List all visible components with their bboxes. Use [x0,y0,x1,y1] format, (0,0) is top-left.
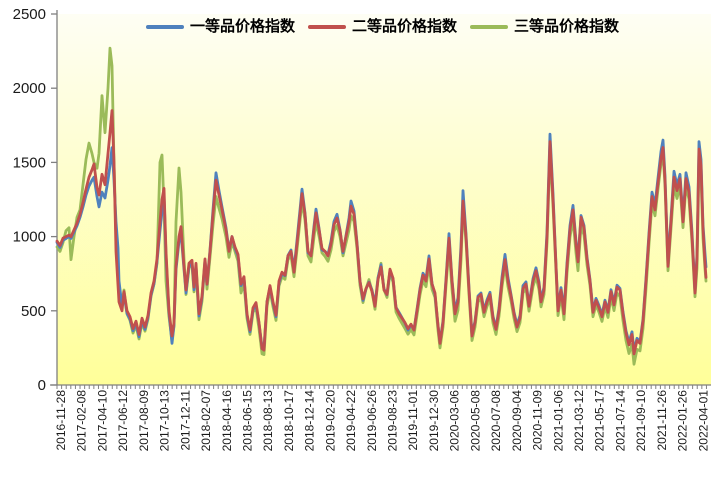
x-tick-label: 2020-05-08 [468,390,482,452]
x-tick-label: 2017-06-12 [116,390,130,452]
plot-area [57,14,711,385]
legend-label-grade2: 二等品价格指数 [352,18,458,35]
x-tick-label: 2018-08-13 [261,390,275,452]
series-line-二等品价格指数 [55,109,708,356]
grade3-line-swatch-icon [470,24,509,29]
x-tick-label: 2021-05-17 [593,390,607,452]
x-tick-label: 2019-11-01 [406,390,420,451]
x-tick-label: 2018-04-16 [220,390,234,452]
y-tick-label: 1500 [13,154,46,171]
x-tick-label: 2018-12-14 [303,390,317,452]
x-tick-label: 2022-04-01 [696,390,710,452]
x-tick-label: 2020-03-06 [448,390,462,452]
x-tick-label: 2019-02-20 [323,390,337,452]
x-tick-label: 2021-09-10 [634,390,648,452]
y-tick-label: 500 [21,303,46,320]
x-tick-label: 2017-10-13 [158,390,172,452]
x-tick-label: 2018-10-17 [282,390,296,452]
x-tick-label: 2021-03-12 [572,390,586,452]
x-tick-label: 2018-02-07 [199,390,213,452]
grade2-line-swatch-icon [308,24,347,29]
x-tick-label: 2021-01-06 [551,390,565,452]
legend-item-grade3: 三等品价格指数 [470,19,619,34]
x-ticks [56,385,707,389]
legend-label-grade3: 三等品价格指数 [514,18,620,35]
x-tick-label: 2017-04-10 [95,390,109,452]
x-tick-label: 2019-06-26 [365,390,379,452]
x-tick-label: 2022-01-26 [676,390,690,452]
x-tick-label: 2021-11-26 [655,390,669,451]
x-tick-label: 2019-04-22 [344,390,358,452]
legend-item-grade1: 一等品价格指数 [146,19,295,34]
grade1-line-swatch-icon [146,24,184,29]
x-tick-label: 2017-12-11 [178,390,192,451]
x-tick-label: 2020-09-04 [510,390,524,452]
x-axis-labels: 2016-11-28 2017-02-08 2017-04-10 2017-06-12… [54,390,710,452]
x-tick-label: 2019-12-30 [427,390,441,452]
y-tick-label: 2000 [13,80,46,97]
legend-item-grade2: 二等品价格指数 [308,19,457,34]
x-tick-label: 2020-11-09 [531,390,545,451]
y-axis-labels: 0 500 1000 1500 2000 2500 [13,6,57,394]
x-tick-label: 2019-08-23 [386,390,400,452]
x-tick-label: 2021-07-14 [613,390,627,452]
x-tick-label: 2017-08-09 [137,390,151,452]
chart-legend: 一等品价格指数 二等品价格指数 三等品价格指数 [146,19,619,34]
x-tick-label: 2018-06-15 [240,390,254,452]
x-tick-label: 2020-07-08 [489,390,503,452]
x-tick-label: 2016-11-28 [54,390,68,451]
legend-label-grade1: 一等品价格指数 [190,18,296,35]
x-tick-label: 2017-02-08 [75,390,89,452]
y-tick-label: 0 [38,377,46,394]
y-tick-label: 1000 [13,229,46,246]
y-tick-label: 2500 [13,6,46,23]
